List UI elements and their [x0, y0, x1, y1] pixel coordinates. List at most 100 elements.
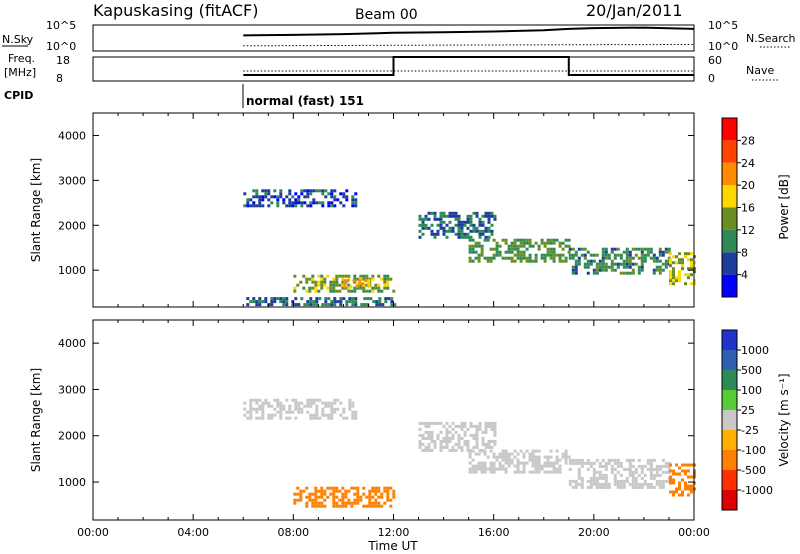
heatmap-cell — [619, 461, 623, 465]
heatmap-cell — [655, 479, 659, 483]
heatmap-cell — [348, 401, 352, 405]
colorbar-swatch — [722, 229, 737, 253]
heatmap-cell — [468, 452, 472, 456]
heatmap-cell — [504, 238, 508, 242]
heatmap-cell — [640, 247, 644, 251]
heatmap-cell — [571, 265, 575, 269]
heatmap-cell — [386, 486, 390, 490]
heatmap-cell — [586, 259, 590, 263]
heatmap-cell — [528, 244, 532, 248]
y-tick-label: 3000 — [58, 383, 86, 396]
heatmap-cell — [359, 286, 363, 290]
heatmap-cell — [483, 464, 487, 468]
colorbar-swatch — [722, 185, 737, 208]
heatmap-cell — [543, 241, 547, 245]
heatmap-cell — [495, 247, 499, 251]
heatmap-cell — [354, 198, 358, 202]
colorbar-tick-label: 1000 — [741, 344, 769, 357]
colorbar-swatch — [722, 207, 737, 230]
heatmap-cell — [487, 421, 491, 425]
heatmap-cell — [273, 398, 277, 402]
heatmap-cell — [350, 486, 354, 490]
heatmap-cell — [643, 256, 647, 260]
heatmap-cell — [640, 256, 644, 260]
heatmap-cell — [320, 277, 324, 281]
heatmap-cell — [522, 253, 526, 257]
heatmap-cell — [267, 413, 271, 417]
velocity-colorbar-swatches — [722, 330, 737, 510]
colorbar-tick-label: -25 — [741, 424, 759, 437]
heatmap-cell — [487, 211, 491, 215]
heatmap-cell — [308, 286, 312, 290]
heatmap-cell — [595, 479, 599, 483]
heatmap-cell — [335, 501, 339, 505]
heatmap-cell — [318, 398, 322, 402]
heatmap-cell — [460, 436, 464, 440]
heatmap-cell — [279, 195, 283, 199]
heatmap-cell — [430, 223, 434, 227]
heatmap-cell — [622, 265, 626, 269]
heatmap-cell — [586, 271, 590, 275]
heatmap-cell — [610, 250, 614, 254]
heatmap-cell — [353, 274, 357, 278]
heatmap-cell — [690, 264, 693, 268]
heatmap-cell — [622, 479, 626, 483]
heatmap-cell — [312, 401, 316, 405]
heatmap-cell — [288, 407, 292, 411]
heatmap-cell — [622, 482, 626, 486]
heatmap-cell — [321, 201, 325, 205]
heatmap-cell — [598, 476, 602, 480]
heatmap-cell — [480, 464, 484, 468]
heatmap-cell — [625, 259, 629, 263]
heatmap-cell — [383, 286, 387, 290]
heatmap-cell — [534, 455, 538, 459]
heatmap-cell — [249, 398, 253, 402]
heatmap-cell — [684, 469, 687, 473]
heatmap-cell — [261, 410, 265, 414]
heatmap-cell — [492, 256, 496, 260]
heatmap-cell — [549, 470, 553, 474]
heatmap-cell — [309, 297, 313, 301]
heatmap-cell — [454, 214, 458, 218]
heatmap-cell — [472, 436, 476, 440]
heatmap-cell — [362, 486, 366, 490]
heatmap-cell — [264, 297, 268, 301]
heatmap-cell — [427, 421, 431, 425]
heatmap-cell — [383, 280, 387, 284]
heatmap-cell — [468, 461, 472, 465]
heatmap-cell — [330, 410, 334, 414]
heatmap-cell — [474, 250, 478, 254]
heatmap-cell — [613, 482, 617, 486]
heatmap-cell — [311, 280, 315, 284]
heatmap-cell — [315, 398, 319, 402]
heatmap-cell — [574, 461, 578, 465]
heatmap-cell — [356, 498, 360, 502]
heatmap-cell — [255, 407, 259, 411]
heatmap-cell — [270, 297, 274, 301]
heatmap-cell — [279, 192, 283, 196]
heatmap-cell — [332, 498, 336, 502]
heatmap-cell — [493, 427, 497, 431]
heatmap-cell — [540, 467, 544, 471]
heatmap-cell — [312, 189, 316, 193]
heatmap-cell — [493, 433, 497, 437]
heatmap-cell — [427, 448, 431, 452]
heatmap-cell — [678, 273, 681, 277]
heatmap-cell — [315, 404, 319, 408]
heatmap-cell — [297, 303, 301, 307]
heatmap-cell — [384, 297, 388, 301]
heatmap-cell — [285, 410, 289, 414]
heatmap-cell — [487, 424, 491, 428]
heatmap-cell — [439, 442, 443, 446]
heatmap-cell — [445, 445, 449, 449]
heatmap-cell — [384, 300, 388, 304]
heatmap-cell — [601, 256, 605, 260]
heatmap-cell — [349, 285, 353, 289]
heatmap-cell — [528, 458, 532, 462]
heatmap-cell — [484, 214, 488, 218]
heatmap-cell — [661, 470, 665, 474]
heatmap-cell — [675, 472, 678, 476]
heatmap-cell — [454, 430, 458, 434]
heatmap-cell — [481, 442, 485, 446]
heatmap-cell — [380, 277, 384, 281]
